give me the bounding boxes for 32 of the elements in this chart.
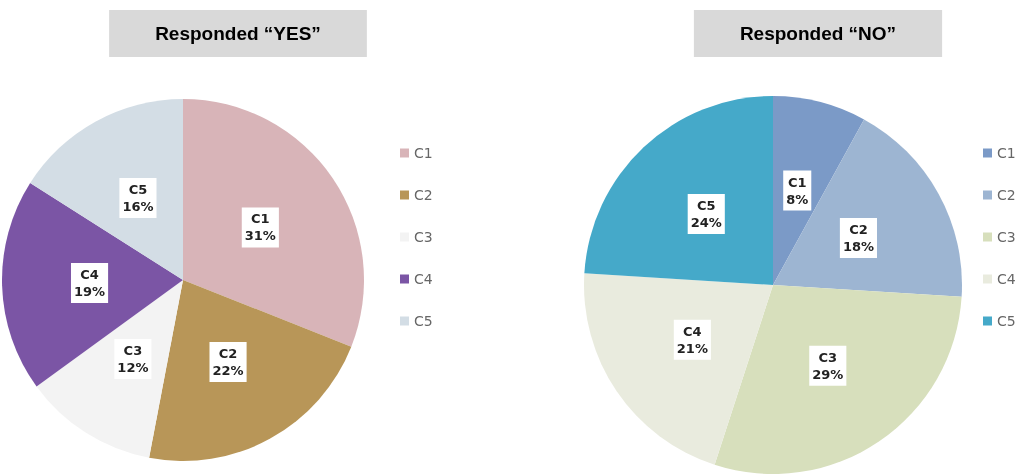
- slice-label: C3: [123, 342, 143, 358]
- slice-label: C4: [683, 323, 702, 339]
- chart-title: Responded “YES”: [155, 23, 321, 44]
- slice-label: C1: [787, 174, 807, 190]
- slice-label: C4: [80, 266, 99, 282]
- legend-label: C3: [414, 229, 433, 245]
- legend-label: C2: [414, 187, 433, 203]
- legend-label: C1: [414, 145, 433, 161]
- slice-label: C3: [818, 349, 838, 365]
- slice-label: C5: [128, 182, 148, 198]
- legend-label: C4: [414, 271, 433, 287]
- data-label: 12%: [117, 359, 149, 375]
- data-label: 21%: [676, 340, 708, 356]
- legend-label: C3: [997, 229, 1016, 245]
- data-label: 22%: [212, 362, 244, 378]
- legend-label: C1: [997, 145, 1016, 161]
- data-label: 24%: [690, 214, 722, 230]
- data-label: 31%: [244, 228, 276, 244]
- chart-title: Responded “NO”: [739, 23, 897, 44]
- data-label: 16%: [122, 199, 154, 215]
- data-label: 18%: [842, 239, 874, 255]
- legend-label: C2: [997, 187, 1016, 203]
- slice-label: C1: [251, 211, 270, 227]
- data-label: 19%: [73, 283, 106, 299]
- data-label: 29%: [812, 366, 844, 382]
- slice-label: C2: [218, 345, 238, 361]
- legend-label: C4: [997, 271, 1016, 287]
- data-label: 8%: [786, 191, 809, 207]
- legend-label: C5: [414, 313, 433, 329]
- legend-label: C5: [997, 313, 1016, 329]
- slice-label: C2: [849, 222, 868, 238]
- slice-label: C5: [696, 197, 716, 213]
